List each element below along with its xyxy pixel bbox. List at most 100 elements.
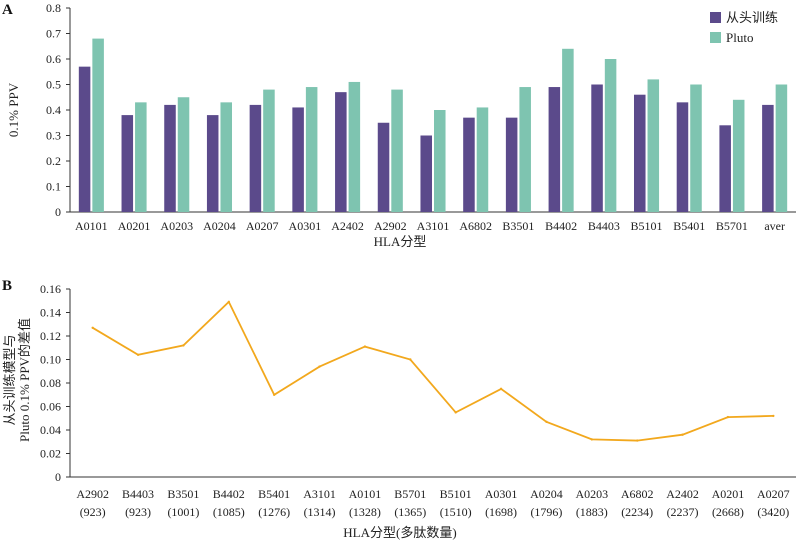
y-tick-label-a: 0.4 [46,103,61,117]
x-tick-label-b: A0204 [530,487,563,501]
y-axis-title-a: 0.1% PPV [6,82,21,137]
bar-series-2 [476,107,489,212]
y-tick-label-b: 0.06 [40,400,61,414]
x-axis-title-b: HLA分型(多肽数量) [343,525,456,540]
x-axis-title-a: HLA分型 [374,234,427,249]
y-tick-label-b: 0.08 [40,376,61,390]
line-point [272,393,276,396]
bar-series-1 [505,117,518,212]
line-point [681,433,684,436]
bar-series-2 [92,38,104,212]
x-tick-count-b: (1314) [304,505,336,519]
bar-series-1 [377,122,390,212]
line-point [363,345,367,348]
line-point [182,344,185,347]
x-tick-label-b: B4402 [213,487,245,501]
x-tick-count-b: (1328) [349,505,381,519]
x-tick-label-a: B5101 [631,219,663,233]
bar-series-2 [434,110,446,212]
x-tick-label-b: A0207 [757,487,790,501]
line-point [545,420,548,423]
line-point [227,300,231,304]
legend-a: 从头训练 Pluto [710,10,778,45]
y-tick-label-a: 0 [55,205,61,219]
bar-series-2 [177,97,190,212]
y-tick-label-b: 0.12 [40,329,61,343]
bar-series-2 [562,48,574,212]
bar-series-2 [220,102,233,212]
line-point [454,411,457,414]
x-tick-label-a: aver [764,219,785,233]
y-tick-label-b: 0.14 [40,306,61,320]
legend-label-series-2: Pluto [726,30,753,45]
bar-series-1 [676,102,689,212]
bar-series-1 [164,104,176,212]
x-tick-label-a: A0101 [75,219,108,233]
x-tick-count-b: (1883) [576,505,608,519]
bar-series-1 [206,115,219,212]
x-tick-label-b: A0201 [712,487,745,501]
x-tick-count-b: (1001) [167,505,199,519]
bar-series-1 [249,104,262,212]
x-tick-count-b: (1510) [440,505,472,519]
y-tick-label-a: 0.1 [46,180,61,194]
bar-series-1 [762,104,774,212]
line-point [772,414,775,418]
bar-series-1 [719,125,731,212]
bar-series-2 [305,87,318,212]
x-tick-label-a: A0204 [203,219,236,233]
bar-series-2 [135,102,147,212]
line-point [91,326,94,329]
x-tick-label-a: B4402 [545,219,577,233]
bar-series-1 [420,135,432,212]
y-axis-title-b-line-2: Pluto 0.1% PPV的差值 [17,318,32,442]
legend-swatch-series-2 [710,32,721,43]
x-tick-label-b: A2902 [76,487,109,501]
y-tick-label-b: 0.16 [40,282,61,296]
line-point [726,415,730,419]
bar-series-1 [292,107,304,212]
line-point [409,358,412,361]
x-tick-label-b: B4403 [122,487,154,501]
x-tick-label-a: A3101 [417,219,450,233]
y-tick-label-b: 0.04 [40,423,61,437]
bar-series-2 [732,99,745,212]
y-tick-label-a: 0.2 [46,154,61,168]
bar-series-2 [391,89,403,212]
x-tick-count-b: (923) [80,505,106,519]
x-tick-count-b: (923) [125,505,151,519]
x-tick-label-a: A6802 [459,219,492,233]
x-tick-count-b: (2237) [667,505,699,519]
x-tick-label-a: B5401 [673,219,705,233]
x-tick-label-a: B3501 [502,219,534,233]
x-tick-count-b: (3420) [757,505,789,519]
bar-series-2 [604,59,617,212]
x-tick-label-b: B5101 [440,487,472,501]
bar-series-2 [348,81,361,212]
x-tick-count-b: (2234) [621,505,653,519]
legend-label-series-1: 从头训练 [726,10,778,25]
x-tick-label-a: A0301 [289,219,322,233]
bar-series-1 [335,92,347,212]
x-tick-label-a: B4403 [588,219,620,233]
y-tick-label-a: 0.8 [46,1,61,15]
bar-series-2 [263,89,275,212]
line-point [635,439,639,442]
y-axis-title-b-line-1: 从头训练模型与 [2,334,17,425]
chart-b: B HLA分型(多肽数量) 从头训练模型与 Pluto 0.1% PPV的差值 … [2,278,796,540]
y-tick-label-a: 0.7 [46,27,61,41]
x-tick-label-a: A0203 [160,219,193,233]
x-tick-label-a: A0201 [118,219,151,233]
y-tick-label-a: 0.5 [46,78,61,92]
line-point [590,438,594,441]
line-point [499,387,503,391]
line-series [92,300,774,442]
bar-series-1 [78,66,91,213]
x-tick-label-b: A2402 [666,487,699,501]
x-tick-label-a: A2402 [331,219,364,233]
x-tick-label-b: B5401 [258,487,290,501]
x-tick-label-a: A0207 [246,219,279,233]
bar-series-2 [690,84,702,212]
panel-label-a: A [2,2,13,18]
